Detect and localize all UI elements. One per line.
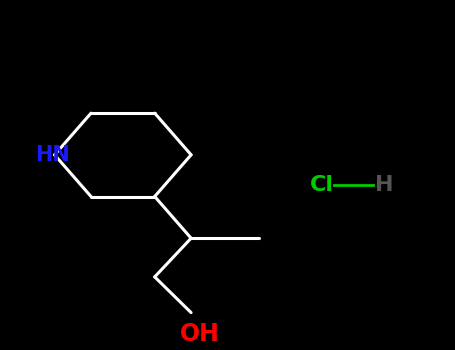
Text: OH: OH [180, 322, 220, 345]
Text: HN: HN [35, 145, 70, 165]
Text: H: H [375, 175, 394, 195]
Text: Cl: Cl [309, 175, 334, 195]
